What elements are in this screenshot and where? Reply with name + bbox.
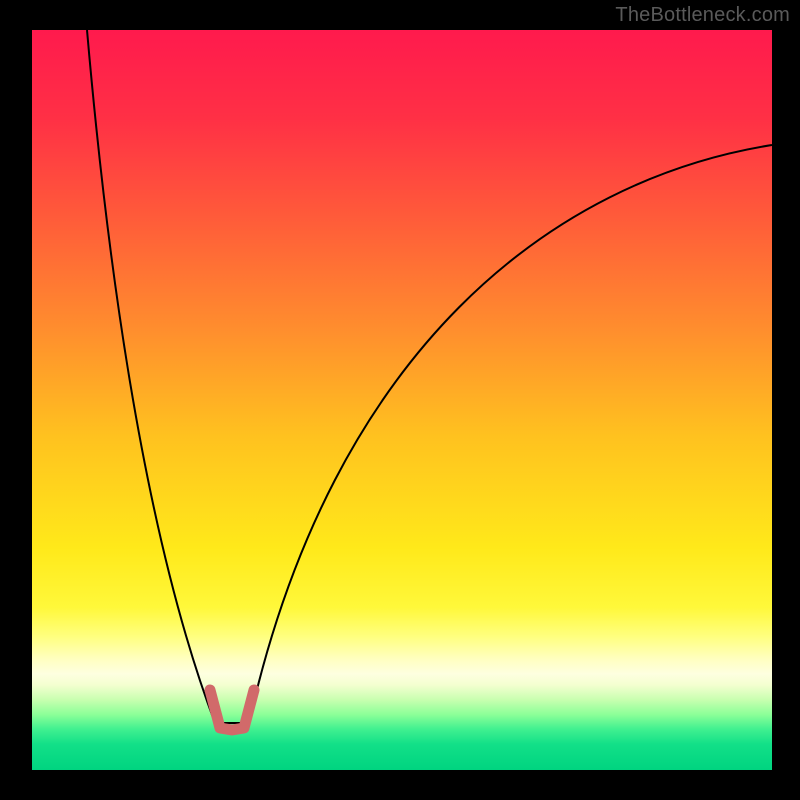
plot-area [32,30,772,770]
chart-root: TheBottleneck.com [0,0,800,800]
watermark-text: TheBottleneck.com [615,4,790,27]
plot-svg [32,30,772,770]
background-gradient [32,30,772,770]
